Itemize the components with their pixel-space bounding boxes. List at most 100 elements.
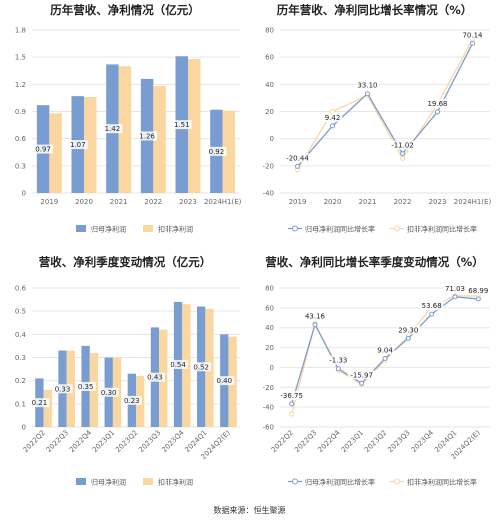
data-label: 0.40 (216, 377, 232, 385)
y-tick-label: 0.5 (15, 308, 26, 316)
data-label: -15.97 (350, 371, 373, 379)
x-tick-label: 2020 (324, 198, 342, 206)
data-label-bg (419, 301, 444, 311)
line-point (289, 401, 295, 407)
y-tick-label: 0 (22, 424, 26, 432)
x-tick-label: 2019 (289, 198, 307, 206)
x-tick-label: 2023Q3 (386, 429, 411, 454)
y-tick-label: 0.4 (15, 331, 27, 339)
x-tick-label: 2020 (75, 198, 93, 206)
data-label: -1.33 (329, 357, 347, 365)
data-label: 0.43 (147, 374, 163, 382)
legend-marker (394, 478, 400, 485)
y-tick-label: 80 (265, 27, 274, 35)
data-label-bg (171, 120, 192, 130)
data-label-bg (167, 359, 189, 369)
y-tick-label: 0.3 (15, 354, 26, 362)
annual-profit-bar-chart: 0 0.3 0.6 0.9 1.2 1.5 1.8 0.97 1.07 1.42 1.26 1.51 0… (15, 27, 242, 234)
data-label: 0.21 (32, 399, 48, 407)
quarterly-growth-line-chart: -60 -40 -20 0 20 40 60 80 -36.75 43.16 -1.33-15.97… (263, 283, 491, 487)
x-tick-label: 2022Q2 (270, 429, 295, 454)
data-label-bg (347, 370, 376, 380)
legend-label: 归母净利润同比增长率 (305, 225, 375, 234)
data-label-bg (29, 398, 50, 408)
data-label: 43.16 (305, 313, 326, 321)
data-label-bg (98, 387, 119, 397)
legend-swatch (143, 478, 153, 485)
quarterly-profit-bar-chart: 0 0.1 0.2 0.3 0.4 0.5 0.6 0.21 0.33 0.35 0.30 0.23 0… (15, 285, 240, 487)
y-tick-label: 1.8 (15, 27, 26, 35)
bar-deducted-net-profit (49, 113, 62, 193)
x-tick-label: 2023Q4 (410, 428, 436, 454)
data-label: 9.42 (325, 114, 341, 122)
data-label-bg (322, 112, 343, 122)
x-tick-label: 2023Q1 (340, 429, 365, 454)
y-tick-label: 20 (265, 108, 274, 116)
y-tick-label: -40 (263, 190, 274, 198)
data-label: 1.26 (139, 132, 155, 140)
y-tick-label: 40 (265, 81, 274, 89)
legend-label: 扣非净利润 (158, 225, 193, 234)
chart-title: 历年营收、净利同比增长率情况（%） (276, 3, 473, 17)
x-tick-label: 2022Q4 (68, 428, 94, 454)
line-point (359, 380, 365, 386)
y-tick-label: 20 (265, 344, 274, 352)
data-label-bg (283, 153, 312, 163)
bar-deducted-net-profit (222, 110, 236, 193)
chart-title: 营收、净利季度变动情况（亿元） (38, 255, 212, 269)
line-point (452, 294, 458, 300)
data-label: 1.07 (70, 141, 86, 149)
data-label: 0.52 (193, 363, 209, 371)
line-point (289, 411, 295, 417)
legend-marker (292, 478, 298, 485)
data-label: 0.30 (101, 389, 117, 397)
data-label-bg (32, 144, 54, 154)
data-label: -20.44 (286, 154, 309, 162)
legend-swatch (76, 478, 86, 485)
data-label: 71.03 (445, 285, 465, 293)
y-tick-label: 0 (22, 190, 26, 198)
data-label-bg (144, 372, 166, 382)
data-label: 33.10 (357, 82, 377, 90)
y-tick-label: 0.3 (15, 162, 26, 170)
line-point (295, 163, 300, 169)
x-tick-label: 2021 (359, 198, 377, 206)
data-label: 1.42 (105, 125, 121, 133)
y-tick-label: 40 (265, 324, 274, 332)
data-label: 0.97 (35, 146, 51, 154)
y-tick-label: 0.6 (15, 135, 27, 143)
legend-label: 扣非净利润 (158, 478, 193, 487)
data-label-bg (214, 376, 235, 386)
data-label: 0.33 (55, 385, 71, 393)
y-tick-label: -60 (263, 424, 274, 432)
line-point (400, 155, 405, 161)
data-source-note: 数据来源：恒生聚源 (213, 506, 286, 515)
legend-label: 归母净利润 (91, 225, 126, 234)
line-point (400, 151, 405, 157)
y-tick-label: 0 (270, 364, 274, 372)
line-point (382, 355, 388, 361)
y-tick-label: 80 (265, 285, 274, 293)
chart-panel-quarterly-profit: 营收、净利季度变动情况（亿元） 0 0.1 0.2 0.3 0.4 0.5 0.6 0.21 0… (0, 252, 250, 504)
data-label-bg (396, 325, 421, 335)
x-tick-label: 2024H1(E) (454, 198, 492, 206)
x-tick-label: 2022 (394, 198, 412, 206)
legend-label: 归母净利润 (91, 478, 126, 487)
data-label-bg (355, 80, 380, 90)
x-tick-label: 2022 (144, 198, 162, 206)
y-tick-label: 0.2 (15, 377, 26, 385)
legend-swatch (76, 225, 86, 232)
chart-panel-annual-profit: 历年营收、净利情况（亿元） 0 0.3 0.6 0.9 1.2 1.5 1.8 0.97 1.0… (0, 0, 250, 250)
y-tick-label: 60 (265, 304, 274, 312)
line-point (330, 123, 335, 129)
data-label: 0.23 (124, 397, 140, 405)
data-label-bg (277, 390, 306, 400)
data-label-bg (303, 311, 327, 321)
y-tick-label: 0.6 (15, 285, 27, 293)
data-label-bg (67, 140, 88, 150)
legend-swatch (143, 225, 153, 232)
x-tick-label: 2023 (179, 198, 197, 206)
data-label: 0.92 (209, 148, 225, 156)
data-label-bg (375, 345, 395, 355)
data-label-bg (136, 131, 158, 141)
